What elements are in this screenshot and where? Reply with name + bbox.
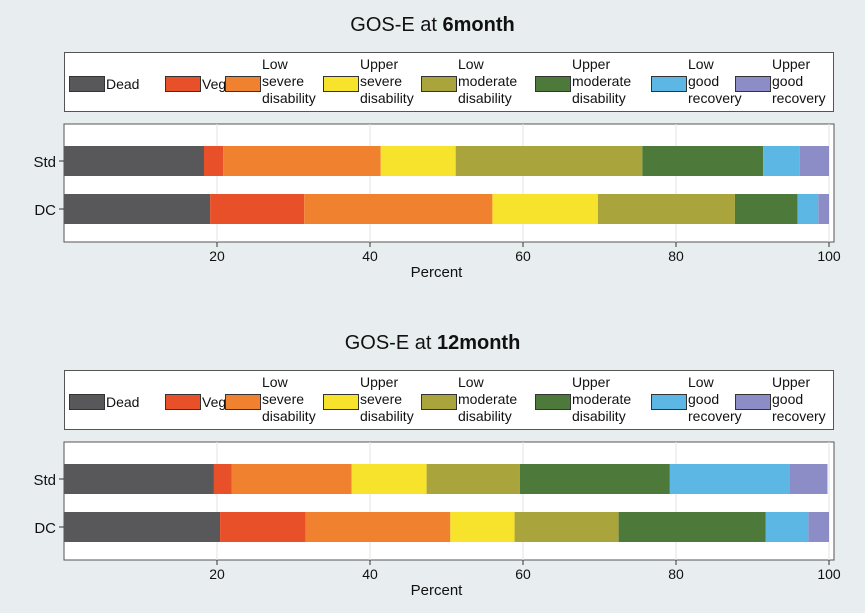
- x-tick-label: 60: [515, 248, 531, 264]
- x-tick-label: 80: [668, 248, 684, 264]
- bar-segment-std-low-moderate-disability: [426, 464, 520, 494]
- legend-swatch: [225, 394, 261, 410]
- bar-segment-dc-upper-good-recovery: [818, 194, 829, 224]
- bar-segment-std-upper-moderate-disability: [519, 464, 670, 494]
- x-tick-label: 40: [362, 248, 378, 264]
- x-tick-label: 20: [209, 566, 225, 582]
- bar-segment-std-low-moderate-disability: [455, 146, 643, 176]
- chart-title-emphasis: 6month: [442, 14, 515, 36]
- bar-segment-std-upper-severe-disability: [380, 146, 456, 176]
- x-axis-label: Percent: [411, 264, 464, 281]
- chart-legend: Dead Veg Low severe disability Upper severe dis…: [64, 52, 834, 112]
- legend-swatch: [69, 394, 105, 410]
- chart-panel-6month: GOS-E at 6month Dead Veg Low severe disabili…: [0, 0, 865, 300]
- legend-swatch: [535, 76, 571, 92]
- chart-title: GOS-E at 12month: [0, 332, 865, 355]
- bar-segment-dc-low-severe-disability: [305, 512, 451, 542]
- legend-swatch: [421, 394, 457, 410]
- bar-segment-dc-upper-moderate-disability: [618, 512, 766, 542]
- x-tick-label: 100: [817, 566, 841, 582]
- x-tick-label: 20: [209, 248, 225, 264]
- legend-label: Upper severe disability: [360, 374, 414, 424]
- bar-segment-dc-low-good-recovery: [765, 512, 809, 542]
- bar-segment-std-dead: [64, 146, 204, 176]
- legend-swatch: [735, 76, 771, 92]
- bar-segment-dc-upper-good-recovery: [808, 512, 829, 542]
- x-tick-label: 40: [362, 566, 378, 582]
- chart-title: GOS-E at 6month: [0, 14, 865, 37]
- plot-frame: [63, 441, 835, 561]
- legend-label: Upper good recovery: [772, 56, 826, 106]
- bar-segment-dc-low-moderate-disability: [597, 194, 735, 224]
- legend-label: Veg: [202, 76, 227, 92]
- chart-plot-area: Std DC 20 40 60 80 100 Percent: [33, 123, 841, 281]
- y-tick-label: DC: [34, 202, 56, 219]
- legend-swatch: [735, 394, 771, 410]
- bar-segment-std-veg: [203, 146, 224, 176]
- legend-swatch: [535, 394, 571, 410]
- chart-title-prefix: GOS-E at: [350, 14, 443, 36]
- bar-segment-std-upper-moderate-disability: [642, 146, 764, 176]
- legend-label: Upper moderate disability: [572, 374, 632, 424]
- chart-title-prefix: GOS-E at: [344, 332, 437, 354]
- legend-swatch: [421, 76, 457, 92]
- bar-segment-dc-veg: [210, 194, 305, 224]
- legend-label: Veg: [202, 394, 227, 410]
- bar-segment-dc-upper-moderate-disability: [734, 194, 798, 224]
- x-tick-label: 60: [515, 566, 531, 582]
- chart-plot-area: Std DC 20 40 60 80 100 Percent: [33, 441, 841, 599]
- bar-segment-std-upper-good-recovery: [799, 146, 829, 176]
- x-tick-label: 80: [668, 566, 684, 582]
- bar-segment-dc-low-good-recovery: [797, 194, 819, 224]
- legend-label: Upper good recovery: [772, 374, 826, 424]
- bar-segment-dc-upper-severe-disability: [492, 194, 598, 224]
- legend-label: Dead: [106, 76, 140, 92]
- legend-label: Low good recovery: [688, 374, 742, 424]
- x-tick-label: 100: [817, 248, 841, 264]
- y-tick-label: Std: [33, 154, 56, 171]
- legend-label: Low severe disability: [262, 56, 316, 106]
- bar-segment-dc-low-moderate-disability: [514, 512, 619, 542]
- x-axis-label: Percent: [411, 582, 464, 599]
- bar-segment-std-low-severe-disability: [231, 464, 352, 494]
- legend-label: Low good recovery: [688, 56, 742, 106]
- bar-segment-dc-veg: [220, 512, 306, 542]
- legend-label: Low moderate disability: [458, 56, 518, 106]
- legend-swatch: [323, 394, 359, 410]
- legend-swatch: [165, 394, 201, 410]
- plot-frame: [63, 123, 835, 243]
- chart-title-emphasis: 12month: [436, 332, 521, 354]
- y-tick-label: DC: [34, 520, 56, 537]
- bar-segment-dc-upper-severe-disability: [450, 512, 515, 542]
- bar-segment-dc-dead: [64, 194, 211, 224]
- bar-segment-std-upper-good-recovery: [789, 464, 828, 494]
- y-tick-label: Std: [33, 472, 56, 489]
- legend-swatch: [651, 394, 687, 410]
- legend-swatch: [165, 76, 201, 92]
- legend-swatch: [651, 76, 687, 92]
- legend-label: Dead: [106, 394, 140, 410]
- legend-label: Upper moderate disability: [572, 56, 632, 106]
- legend-swatch: [69, 76, 105, 92]
- legend-swatch: [323, 76, 359, 92]
- chart-legend: Dead Veg Low severe disability Upper severe dis…: [64, 370, 834, 430]
- bar-segment-std-low-good-recovery: [669, 464, 790, 494]
- legend-label: Upper severe disability: [360, 56, 414, 106]
- bar-segment-std-upper-severe-disability: [351, 464, 427, 494]
- bar-segment-dc-low-severe-disability: [304, 194, 493, 224]
- bar-segment-std-dead: [64, 464, 214, 494]
- legend-swatch: [225, 76, 261, 92]
- bar-segment-dc-dead: [64, 512, 221, 542]
- chart-panel-12month: GOS-E at 12month Dead Veg Low severe disabil…: [0, 318, 865, 613]
- legend-label: Low moderate disability: [458, 374, 518, 424]
- legend-label: Low severe disability: [262, 374, 316, 424]
- bar-segment-std-veg: [213, 464, 232, 494]
- bar-segment-std-low-good-recovery: [763, 146, 800, 176]
- bar-segment-std-low-severe-disability: [223, 146, 381, 176]
